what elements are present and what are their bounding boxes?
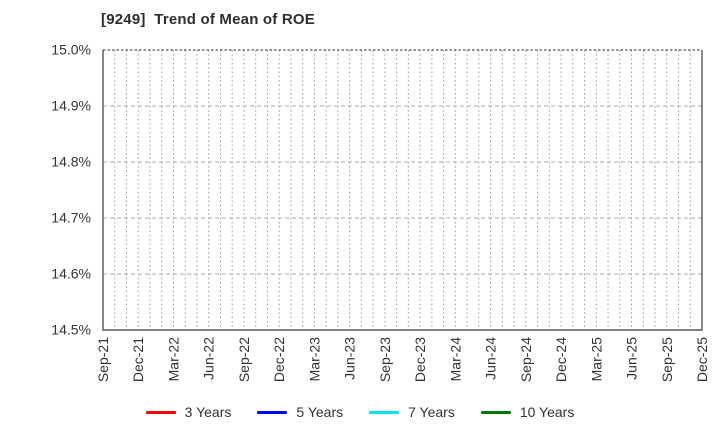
legend-label: 10 Years [519, 404, 575, 420]
y-tick-label: 14.5% [51, 322, 91, 338]
x-tick-label: Jun-22 [201, 337, 217, 380]
x-tick-label: Sep-25 [659, 337, 675, 382]
x-tick-label: Sep-21 [95, 337, 111, 382]
y-tick-label: 15.0% [51, 42, 91, 58]
5-years-line-swatch [257, 410, 288, 414]
x-tick-label: Mar-25 [588, 337, 604, 382]
x-tick-label: Jun-24 [483, 337, 499, 380]
chart-title: [9249] Trend of Mean of ROE [101, 11, 315, 28]
y-tick-label: 14.6% [51, 266, 91, 282]
horizontal-gridlines [103, 105, 702, 275]
x-tick-label: Sep-24 [518, 337, 534, 382]
x-tick-label: Jun-23 [342, 337, 358, 380]
legend: 3 Years 5 Years 7 Years 10 Years [0, 404, 720, 420]
3-years-line-swatch [145, 410, 176, 414]
7-years-line-swatch [369, 410, 400, 414]
x-tick-label: Sep-22 [236, 337, 252, 382]
x-tick-label: Dec-23 [412, 337, 428, 382]
x-tick-label: Dec-21 [130, 337, 146, 382]
y-tick-labels: 15.0% 14.9% 14.8% 14.7% 14.6% 14.5% [51, 42, 91, 338]
x-tick-labels: Sep-21 Dec-21 Mar-22 Jun-22 Sep-22 Dec-22 Mar-… [95, 337, 710, 382]
x-tick-label: Sep-23 [377, 337, 393, 382]
x-tick-label: Dec-25 [694, 337, 710, 382]
legend-item-7-years: 7 Years [369, 404, 455, 420]
x-tick-label: Mar-23 [306, 337, 322, 382]
vertical-gridlines [114, 50, 691, 330]
y-tick-label: 14.7% [51, 210, 91, 226]
x-tick-label: Dec-22 [271, 337, 287, 382]
10-years-line-swatch [480, 410, 511, 414]
x-tick-label: Jun-25 [624, 337, 640, 380]
legend-item-3-years: 3 Years [145, 404, 232, 420]
legend-label: 7 Years [408, 404, 455, 420]
plot-frame [102, 49, 703, 331]
y-tick-label: 14.8% [51, 154, 91, 170]
legend-item-5-years: 5 Years [257, 404, 343, 420]
y-tick-label: 14.9% [51, 98, 91, 114]
legend-item-10-years: 10 Years [480, 404, 575, 420]
x-tick-label: Dec-24 [553, 337, 569, 382]
legend-label: 5 Years [296, 404, 344, 420]
x-tick-label: Mar-22 [165, 337, 181, 382]
legend-label: 3 Years [184, 404, 232, 420]
x-tick-label: Mar-24 [447, 337, 463, 382]
